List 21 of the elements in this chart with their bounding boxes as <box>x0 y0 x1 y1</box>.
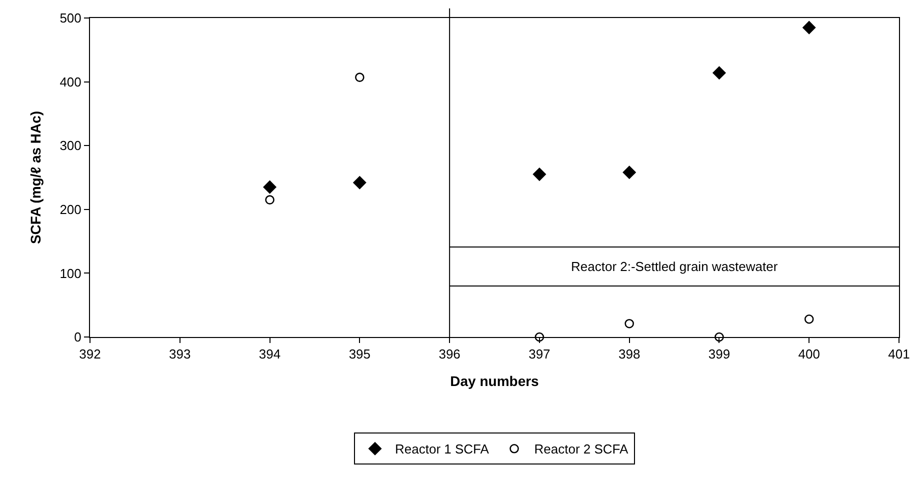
y-tick-label: 300 <box>60 138 82 154</box>
x-tick-label: 393 <box>169 346 191 362</box>
y-tick-label: 500 <box>60 10 82 26</box>
x-tick-label: 400 <box>798 346 820 362</box>
x-tick-label: 395 <box>348 346 371 362</box>
y-tick-label: 100 <box>60 266 82 281</box>
x-tick-label: 396 <box>438 346 460 362</box>
x-tick-label: 397 <box>528 346 550 362</box>
x-tick-label: 392 <box>79 346 101 362</box>
x-tick-label: 398 <box>618 346 640 362</box>
x-tick-label: 394 <box>258 346 281 362</box>
y-tick-label: 200 <box>60 202 82 217</box>
y-axis-title: SCFA (mg/ℓ as HAc) <box>27 110 44 244</box>
x-axis-title: Day numbers <box>450 372 540 389</box>
y-tick-label: 400 <box>60 74 82 90</box>
annotation: Reactor 2:-Settled grain wastewater <box>571 259 778 274</box>
y-tick-label: 0 <box>74 330 82 345</box>
x-tick-label: 401 <box>888 346 910 362</box>
x-tick-label: 399 <box>708 346 730 362</box>
legend-label: Reactor 1 SCFA <box>395 442 490 457</box>
legend-label: Reactor 2 SCFA <box>534 442 629 457</box>
